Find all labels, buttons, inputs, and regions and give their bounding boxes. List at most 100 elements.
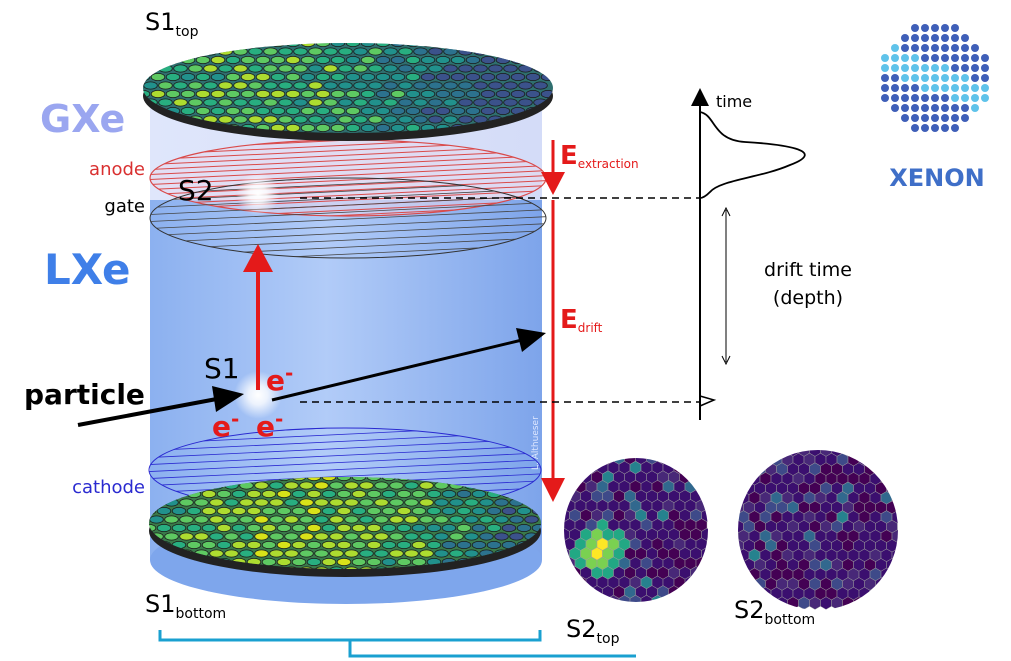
pmt — [247, 541, 261, 548]
pmt — [429, 99, 443, 106]
pmt — [210, 499, 224, 506]
pmt — [271, 39, 285, 46]
pmt — [195, 516, 209, 523]
pmt — [429, 48, 443, 55]
pmt — [465, 550, 479, 557]
logo-dot — [891, 94, 899, 102]
pmt — [457, 524, 471, 531]
pmt — [255, 516, 269, 523]
hit-cell — [766, 597, 777, 610]
pmt — [541, 124, 555, 131]
pmt — [144, 48, 158, 55]
pmt — [255, 482, 269, 489]
logo-dot — [971, 54, 979, 62]
hit-cell — [702, 452, 713, 465]
pmt — [264, 82, 278, 89]
pmt — [181, 107, 195, 114]
hit-cell — [744, 578, 755, 591]
hit-cell — [570, 471, 581, 484]
pmt — [285, 516, 299, 523]
pmt — [414, 82, 428, 89]
pmt — [405, 499, 419, 506]
pmt — [286, 124, 300, 131]
hit-cell — [564, 461, 575, 474]
logo-dot — [921, 74, 929, 82]
logo-dot — [911, 24, 919, 32]
pmt — [414, 65, 428, 72]
pmt — [241, 56, 255, 63]
pmt — [376, 107, 390, 114]
pmt — [270, 482, 284, 489]
pmt — [294, 99, 308, 106]
pmt — [502, 524, 516, 531]
pmt — [384, 99, 398, 106]
pmt — [352, 558, 366, 565]
pmt — [376, 73, 390, 80]
pmt — [241, 90, 255, 97]
logo-dot — [901, 44, 909, 52]
pmt — [195, 533, 209, 540]
pmt — [241, 107, 255, 114]
depth-label: (depth) — [773, 287, 843, 309]
pmt — [324, 82, 338, 89]
pmt — [391, 107, 405, 114]
pmt — [151, 73, 165, 80]
pmt — [435, 516, 449, 523]
pmt — [240, 499, 254, 506]
pmt — [292, 507, 306, 514]
pmt — [256, 107, 270, 114]
pmt — [271, 107, 285, 114]
hit-cell — [738, 472, 749, 485]
pmt — [172, 524, 186, 531]
hit-cell — [749, 453, 760, 466]
subscript: drift — [578, 321, 603, 335]
pmt — [315, 516, 329, 523]
hit-cell — [733, 444, 744, 457]
pmt — [279, 65, 293, 72]
label: e — [266, 364, 285, 397]
logo-dot — [971, 94, 979, 102]
logo-dot — [911, 84, 919, 92]
pmt — [480, 516, 494, 523]
pmt — [232, 524, 246, 531]
pmt — [285, 499, 299, 506]
pmt — [300, 533, 314, 540]
pmt — [322, 507, 336, 514]
pmt — [294, 65, 308, 72]
pmt — [465, 533, 479, 540]
hit-cell — [755, 444, 766, 457]
pmt — [405, 482, 419, 489]
pmt — [354, 116, 368, 123]
pmt — [412, 490, 426, 497]
pmt — [429, 116, 443, 123]
pmt — [472, 524, 486, 531]
pmt — [444, 65, 458, 72]
pmt — [330, 482, 344, 489]
pmt — [264, 99, 278, 106]
pmt — [504, 99, 518, 106]
pmt — [346, 124, 360, 131]
pmt — [517, 524, 531, 531]
pmt — [264, 48, 278, 55]
pmt — [412, 507, 426, 514]
pmt — [151, 56, 165, 63]
pmt — [451, 73, 465, 80]
pmt — [406, 107, 420, 114]
pmt — [420, 482, 434, 489]
pmt — [226, 73, 240, 80]
label: S2 — [566, 615, 597, 643]
logo-dot — [911, 54, 919, 62]
pmt — [315, 550, 329, 557]
pmt — [354, 65, 368, 72]
pmt — [369, 82, 383, 89]
pmt — [450, 550, 464, 557]
pmt — [480, 499, 494, 506]
pmt — [307, 524, 321, 531]
pmt — [354, 82, 368, 89]
pmt — [339, 65, 353, 72]
logo-dot — [941, 44, 949, 52]
pmt — [187, 524, 201, 531]
hit-cell — [887, 463, 898, 476]
top-array-label: S1top — [145, 8, 199, 40]
label: S1 — [145, 590, 176, 618]
